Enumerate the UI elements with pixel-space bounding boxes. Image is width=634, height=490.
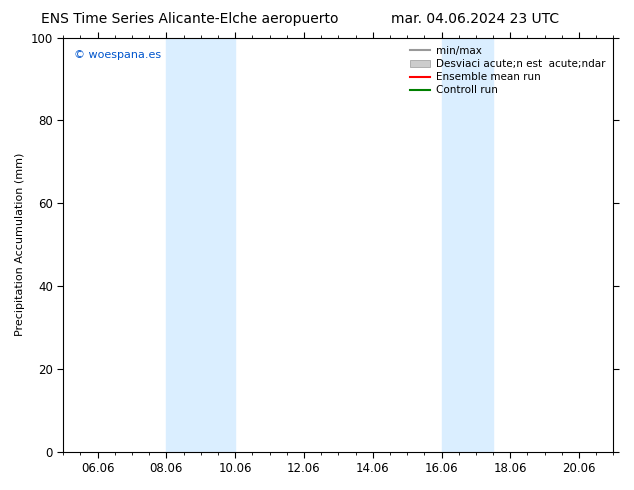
Text: ENS Time Series Alicante-Elche aeropuerto: ENS Time Series Alicante-Elche aeropuert… [41,12,339,26]
Legend: min/max, Desviaci acute;n est  acute;ndar, Ensemble mean run, Controll run: min/max, Desviaci acute;n est acute;ndar… [406,43,608,98]
Bar [166,38,235,452]
Text: © woespana.es: © woespana.es [74,50,161,60]
Bar [441,38,493,452]
Text: mar. 04.06.2024 23 UTC: mar. 04.06.2024 23 UTC [391,12,560,26]
Y-axis label: Precipitation Accumulation (mm): Precipitation Accumulation (mm) [15,153,25,336]
